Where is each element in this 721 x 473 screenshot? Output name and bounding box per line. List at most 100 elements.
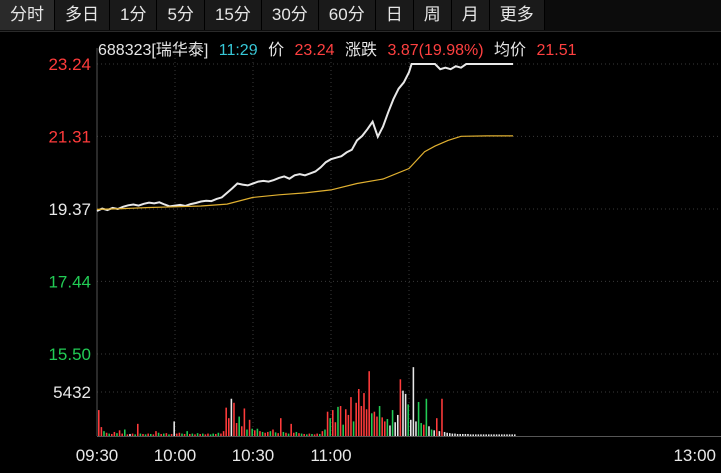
- volume-bar-48: [222, 431, 225, 436]
- volume-bar-1: [100, 427, 103, 436]
- volume-bar-119: [407, 404, 409, 436]
- volume-bar-134: [446, 432, 448, 436]
- tab-4[interactable]: 15分: [204, 0, 262, 30]
- stock-code-name: 688323[瑞华泰]: [98, 42, 209, 59]
- volume-bar-127: [428, 426, 430, 436]
- tab-2[interactable]: 1分: [110, 0, 158, 30]
- volume-bar-155: [501, 434, 503, 436]
- volume-bar-91: [334, 422, 337, 436]
- volume-bar-135: [449, 433, 451, 436]
- volume-bar-125: [423, 424, 425, 436]
- volume-bar-10: [124, 429, 126, 436]
- change-value: 3.87(19.98%): [387, 42, 484, 59]
- price-tick-label-0: 23.24: [48, 55, 91, 74]
- volume-bar-47: [220, 433, 222, 436]
- volume-bar-50: [228, 418, 230, 436]
- volume-bar-131: [438, 431, 441, 436]
- tab-9[interactable]: 月: [451, 0, 490, 30]
- volume-bar-126: [425, 398, 428, 436]
- volume-bar-82: [311, 433, 313, 436]
- volume-bar-0: [98, 410, 100, 436]
- volume-bar-67: [272, 429, 274, 436]
- volume-bar-77: [298, 433, 300, 436]
- volume-bar-73: [287, 433, 290, 436]
- volume-bar-40: [202, 433, 204, 436]
- volume-bar-5: [111, 433, 113, 436]
- volume-bar-112: [389, 425, 391, 436]
- time-label-1: 10:00: [154, 446, 197, 465]
- volume-bar-113: [391, 410, 394, 436]
- volume-bar-31: [178, 432, 181, 436]
- volume-bar-23: [157, 432, 160, 436]
- tab-10[interactable]: 更多: [489, 0, 545, 30]
- price-line: [96, 63, 513, 212]
- avg-label: 均价: [494, 42, 527, 59]
- volume-bar-30: [176, 433, 178, 436]
- volume-bar-64: [264, 432, 266, 436]
- tab-6[interactable]: 60分: [318, 0, 376, 30]
- volume-bar-104: [368, 371, 370, 436]
- volume-bar-141: [464, 433, 467, 436]
- volume-bar-45: [215, 433, 217, 436]
- volume-bar-32: [181, 433, 183, 436]
- volume-bar-138: [456, 433, 459, 436]
- volume-bar-108: [378, 406, 381, 436]
- tab-8[interactable]: 周: [413, 0, 452, 30]
- volume-bar-14: [134, 434, 136, 436]
- price-tick-label-1: 21.31: [48, 127, 91, 146]
- volume-bar-142: [467, 433, 469, 436]
- volume-bar-148: [482, 434, 485, 436]
- volume-bar-115: [397, 414, 399, 436]
- volume-bar-12: [129, 433, 131, 436]
- volume-bar-130: [436, 418, 438, 436]
- volume-bar-124: [420, 423, 422, 436]
- volume-bar-146: [477, 434, 480, 436]
- volume-bar-68: [274, 432, 277, 436]
- volume-bar-38: [196, 433, 199, 436]
- volume-bar-114: [394, 422, 396, 436]
- volume-bar-54: [238, 416, 240, 436]
- volume-bar-79: [303, 433, 305, 436]
- volume-bar-52: [233, 402, 235, 436]
- volume-bar-70: [280, 418, 282, 436]
- volume-bar-160: [514, 434, 516, 436]
- volume-bar-145: [475, 434, 477, 436]
- volume-bar-88: [326, 411, 329, 436]
- volume-bar-69: [277, 433, 279, 436]
- tab-5[interactable]: 30分: [261, 0, 319, 30]
- volume-bar-55: [241, 426, 243, 436]
- volume-bar-26: [165, 433, 168, 436]
- volume-bar-150: [488, 434, 490, 436]
- volume-bar-136: [451, 433, 454, 436]
- tab-0[interactable]: 分时: [0, 0, 55, 30]
- volume-bar-22: [155, 431, 157, 436]
- tab-3[interactable]: 5分: [157, 0, 205, 30]
- volume-bar-118: [404, 393, 407, 436]
- time-label-4: 13:00: [673, 446, 716, 465]
- volume-bar-105: [371, 413, 373, 436]
- volume-bar-51: [230, 398, 233, 436]
- volume-bar-156: [503, 434, 506, 436]
- volume-bar-140: [462, 433, 464, 436]
- volume-bar-46: [217, 432, 220, 436]
- volume-tick-label-0: 5432: [53, 383, 91, 402]
- volume-bar-89: [329, 418, 331, 436]
- volume-bar-157: [506, 434, 508, 436]
- volume-bar-95: [345, 409, 347, 436]
- volume-bar-17: [142, 433, 144, 436]
- price-tick-label-2: 19.37: [48, 200, 91, 219]
- volume-bar-128: [430, 429, 433, 436]
- volume-bar-57: [246, 429, 248, 436]
- volume-bar-139: [459, 433, 461, 436]
- tab-7[interactable]: 日: [375, 0, 414, 30]
- volume-bar-75: [293, 432, 295, 436]
- volume-bar-36: [191, 433, 194, 436]
- volume-bar-11: [126, 434, 129, 436]
- volume-bar-2: [103, 431, 105, 436]
- volume-bar-147: [480, 434, 482, 436]
- volume-bar-111: [386, 418, 389, 436]
- volume-bar-116: [399, 379, 402, 436]
- tab-1[interactable]: 多日: [55, 0, 110, 30]
- time-label-0: 09:30: [76, 446, 119, 465]
